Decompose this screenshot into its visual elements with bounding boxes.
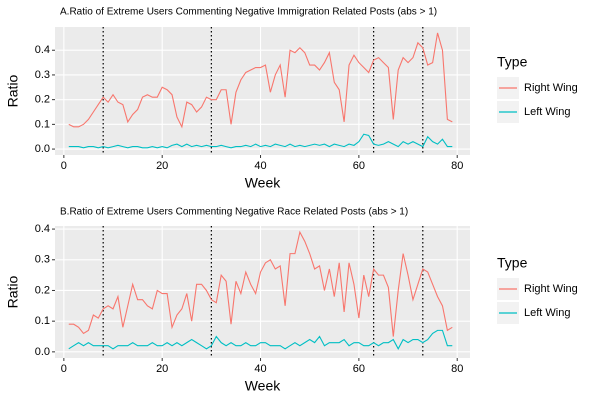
y-tick-label: 0.4 [35,223,50,235]
x-tick-label: 40 [254,363,266,375]
x-tick-label: 0 [61,363,67,375]
y-tick-label: 0.3 [35,254,50,266]
series-line [68,32,453,129]
y-axis-label: Ratio [5,74,21,107]
y-axis-label: Ratio [5,275,21,308]
y-tick-label: 0.2 [35,284,50,296]
legend-label: Left Wing [524,106,570,118]
legend-label: Right Wing [524,283,578,295]
y-tick-label: 0.2 [35,94,50,106]
y-tick-label: 0.1 [35,118,50,130]
chart-title: A.Ratio of Extreme Users Commenting Nega… [60,7,437,18]
y-tick-label: 0.3 [35,69,50,81]
legend-title: Type [497,255,528,271]
x-tick-label: 60 [353,363,365,375]
plot-background [55,226,470,358]
series-line [68,329,453,350]
x-axis-label: Week [245,378,282,394]
legend-label: Left Wing [524,307,570,319]
x-tick-label: 0 [61,160,67,172]
legend-label: Right Wing [524,82,578,94]
series-line [68,133,453,149]
plot-background [55,27,470,155]
y-tick-label: 0.0 [35,143,50,155]
series-line [68,230,453,337]
x-tick-label: 40 [254,160,266,172]
y-tick-label: 0.4 [35,44,50,56]
x-tick-label: 20 [156,160,168,172]
y-tick-label: 0.0 [35,346,50,358]
y-tick-label: 0.1 [35,315,50,327]
x-tick-label: 80 [451,160,463,172]
x-tick-label: 20 [156,363,168,375]
x-tick-label: 80 [451,363,463,375]
legend-title: Type [497,54,528,70]
x-axis-label: Week [245,175,282,191]
chart-title: B.Ratio of Extreme Users Commenting Nega… [60,207,408,218]
x-tick-label: 60 [353,160,365,172]
